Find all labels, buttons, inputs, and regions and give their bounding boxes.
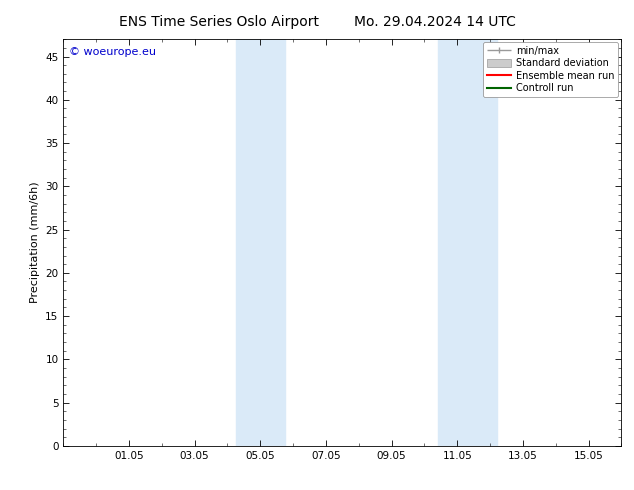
Text: © woeurope.eu: © woeurope.eu <box>69 48 156 57</box>
Bar <box>236 39 285 446</box>
Bar <box>437 39 496 446</box>
Text: ENS Time Series Oslo Airport        Mo. 29.04.2024 14 UTC: ENS Time Series Oslo Airport Mo. 29.04.2… <box>119 15 515 29</box>
Legend: min/max, Standard deviation, Ensemble mean run, Controll run: min/max, Standard deviation, Ensemble me… <box>483 42 618 97</box>
Y-axis label: Precipitation (mm/6h): Precipitation (mm/6h) <box>30 182 40 303</box>
